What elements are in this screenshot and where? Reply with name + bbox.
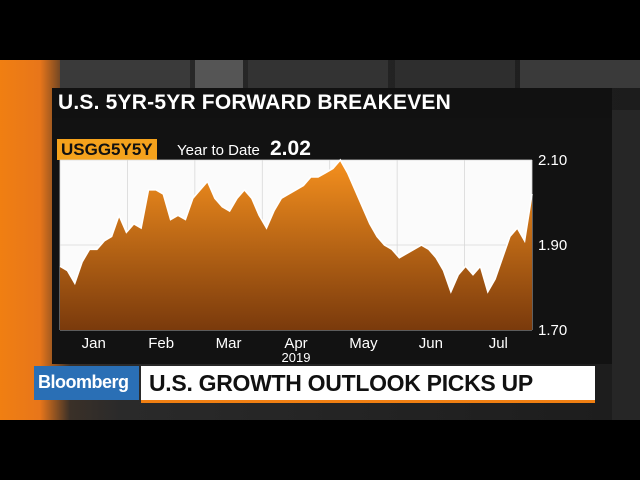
logo-text: Bloomberg: [38, 372, 129, 392]
ytd-label: Year to Date: [177, 142, 260, 159]
bloomberg-logo: Bloomberg: [34, 366, 139, 400]
x-tick-label: Mar: [216, 335, 242, 352]
ytd-value: 2.02: [270, 137, 311, 160]
x-year-label: 2019: [282, 350, 311, 365]
x-tick-label: Apr: [284, 335, 307, 352]
headline-rule: [141, 400, 595, 403]
x-tick-label: Jan: [82, 335, 106, 352]
chart-title-bar: U.S. 5YR-5YR FORWARD BREAKEVEN: [52, 88, 612, 118]
series-area: [60, 160, 532, 330]
x-tick-label: Feb: [148, 335, 174, 352]
y-tick-label: 1.70: [538, 322, 567, 339]
ticker-badge: USGG5Y5Y: [57, 139, 157, 160]
y-axis: 1.70 1.90 2.10: [538, 152, 567, 339]
headline-banner: U.S. GROWTH OUTLOOK PICKS UP: [141, 366, 595, 400]
breakeven-chart: 1.70 1.90 2.10 Jan Feb Mar Apr May Jun Jul 2019: [59, 152, 567, 365]
background-blocks: [60, 60, 640, 420]
x-tick-label: Jul: [489, 335, 508, 352]
headline-text: U.S. GROWTH OUTLOOK PICKS UP: [149, 370, 533, 396]
x-axis: Jan Feb Mar Apr May Jun Jul 2019: [82, 335, 508, 365]
y-tick-label: 1.90: [538, 237, 567, 254]
series-line: [59, 158, 533, 294]
chart-title: U.S. 5YR-5YR FORWARD BREAKEVEN: [58, 91, 452, 114]
x-tick-label: May: [349, 335, 378, 352]
y-tick-label: 2.10: [538, 152, 567, 169]
x-tick-label: Jun: [419, 335, 443, 352]
